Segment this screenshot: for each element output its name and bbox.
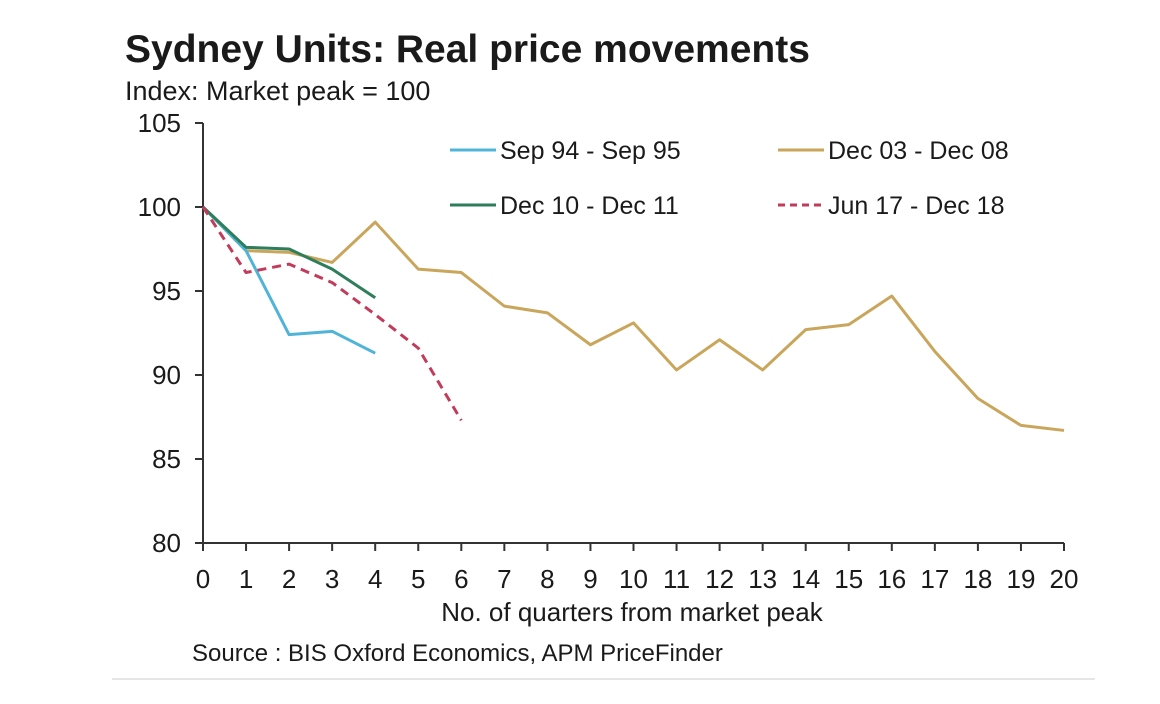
x-tick-label: 18 [963, 564, 992, 594]
y-tick-label: 105 [138, 108, 181, 138]
x-tick-label: 4 [368, 564, 382, 594]
series-line-3 [201, 206, 463, 422]
x-tick-label: 13 [748, 564, 777, 594]
y-tick-label: 85 [152, 444, 181, 474]
x-tick-label: 14 [791, 564, 820, 594]
x-tick-label: 11 [663, 564, 690, 594]
chart-subtitle: Index: Market peak = 100 [125, 76, 430, 106]
y-axis-ticks: 80 85 90 95 100 105 [138, 108, 203, 558]
x-tick-label: 20 [1050, 564, 1079, 594]
x-axis-ticks: 0 1 2 3 4 5 6 7 8 9 10 11 12 13 14 15 16 17 18 19 20 [196, 543, 1079, 594]
legend-label-0: Sep 94 - Sep 95 [500, 137, 681, 165]
x-tick-label: 9 [583, 564, 597, 594]
x-tick-label: 15 [834, 564, 863, 594]
series-line-0 [201, 205, 376, 355]
series-line-2 [201, 205, 377, 299]
legend-label-2: Dec 10 - Dec 11 [500, 192, 679, 220]
x-tick-label: 2 [282, 564, 296, 594]
y-tick-label: 90 [152, 360, 181, 390]
x-tick-label: 6 [454, 564, 468, 594]
legend-label-1: Dec 03 - Dec 08 [828, 137, 1009, 165]
series-group [201, 205, 1065, 432]
chart-title: Sydney Units: Real price movements [125, 28, 810, 71]
y-tick-label: 95 [152, 276, 181, 306]
x-tick-label: 8 [540, 564, 554, 594]
x-tick-label: 3 [325, 564, 339, 594]
x-tick-label: 17 [920, 564, 949, 594]
x-tick-label: 1 [239, 564, 253, 594]
x-tick-label: 12 [705, 564, 734, 594]
x-tick-label: 5 [411, 564, 425, 594]
series-line-1 [201, 205, 1065, 432]
x-tick-label: 7 [497, 564, 511, 594]
y-tick-label: 100 [138, 192, 181, 222]
x-tick-label: 19 [1006, 564, 1035, 594]
x-tick-label: 0 [196, 564, 210, 594]
y-tick-label: 80 [152, 528, 181, 558]
x-tick-label: 10 [619, 564, 648, 594]
legend-label-3: Jun 17 - Dec 18 [828, 192, 1005, 220]
legend: Sep 94 - Sep 95 Dec 03 - Dec 08 Dec 10 - D… [450, 137, 1009, 220]
source-note: Source : BIS Oxford Economics, APM Price… [192, 640, 723, 667]
x-tick-label: 16 [877, 564, 906, 594]
x-axis-title: No. of quarters from market peak [441, 597, 823, 627]
